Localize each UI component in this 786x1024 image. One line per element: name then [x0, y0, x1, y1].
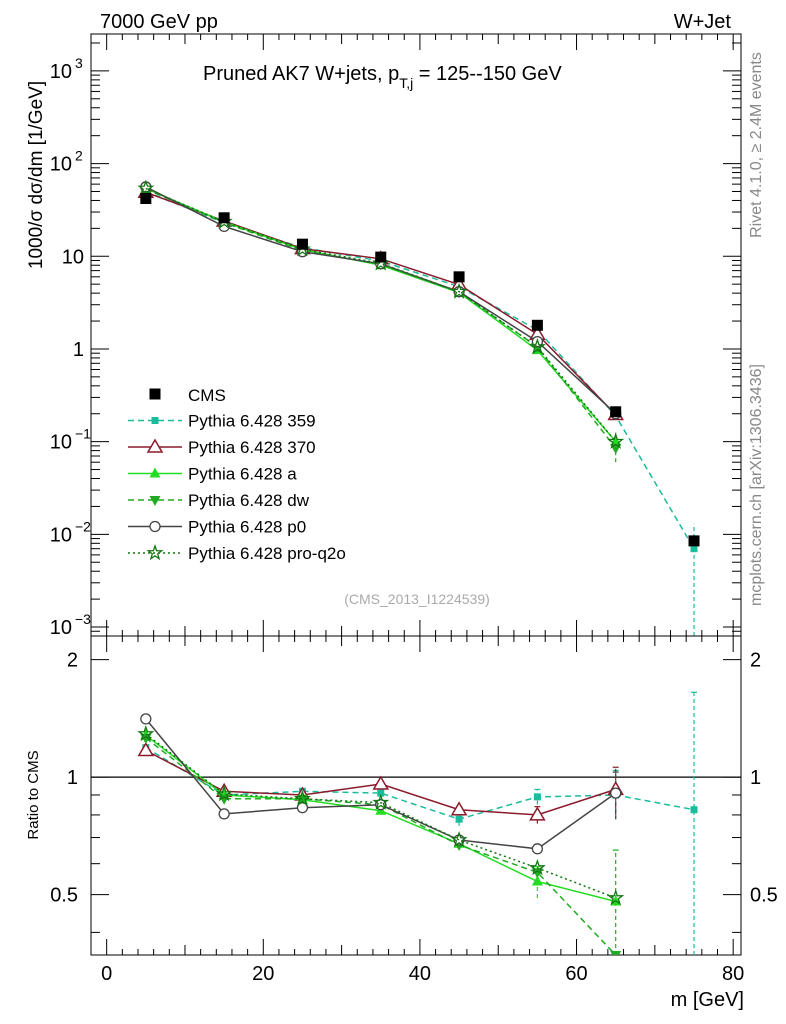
ratio-line-pythia-6-428-a — [145, 734, 616, 903]
ratio-point-pythia-6-428-370 — [137, 742, 155, 757]
legend-marker-pythia-6-428-dw — [149, 496, 161, 506]
y-tick-exponent: 3 — [75, 55, 83, 71]
side-label-mcplots: mcplots.cern.ch [arXiv:1306.3436] — [748, 364, 765, 606]
main-point-pythia-6-428-359 — [690, 545, 698, 553]
ratio-point-pythia-6-428-dw — [610, 951, 622, 955]
legend-label-pythia-6-428-359: Pythia 6.428 359 — [188, 412, 316, 431]
ratio-point-pythia-6-428-pro-q2o — [372, 793, 390, 810]
ratio-point-pythia-6-428-359 — [455, 815, 463, 823]
cms-data-point — [140, 192, 152, 204]
main-point-pythia-6-428-pro-q2o — [137, 179, 155, 196]
main-y-axis-label: 1000/σ dσ/dm [1/GeV] — [26, 81, 47, 269]
ratio-point-pythia-6-428-a — [531, 875, 543, 886]
legend-marker-pythia-6-428-p0 — [149, 520, 161, 533]
y-tick-label: 10 — [62, 246, 84, 268]
main-line-pythia-6-428-370 — [145, 191, 617, 416]
ratio-point-pythia-6-428-pro-q2o — [215, 785, 233, 802]
x-axis-label: m [GeV] — [671, 989, 744, 1011]
ratio-series-group — [137, 691, 698, 955]
y-tick-label: 10 — [50, 432, 72, 454]
x-tick-label: 20 — [252, 963, 274, 985]
ratio-frame — [90, 635, 742, 956]
ratio-y-tick-label-right: 0.5 — [750, 885, 778, 907]
y-tick-exponent: −3 — [75, 611, 91, 627]
ratio-point-pythia-6-428-p0 — [296, 802, 309, 814]
legend-label-pythia-6-428-370: Pythia 6.428 370 — [188, 438, 316, 457]
legend-label-pythia-6-428-dw: Pythia 6.428 dw — [188, 491, 310, 510]
header-process-label: W+Jet — [674, 11, 732, 33]
cms-data-point — [453, 271, 465, 283]
ratio-point-pythia-6-428-p0 — [531, 843, 544, 855]
y-tick-label: 10 — [50, 61, 72, 83]
x-tick-label: 40 — [409, 963, 431, 985]
legend-marker-pythia-6-428-370 — [146, 438, 164, 453]
ratio-point-pythia-6-428-pro-q2o — [137, 725, 155, 742]
ratio-point-pythia-6-428-pro-q2o — [607, 888, 625, 906]
main-point-pythia-6-428-pro-q2o — [450, 282, 468, 299]
y-tick-exponent: 2 — [75, 148, 83, 164]
ratio-panel: 0 20 40 60 80 2 2 1 1 0.5 0.5 — [50, 635, 778, 985]
ratio-point-pythia-6-428-370 — [372, 775, 390, 790]
ratio-y-axis-label: Ratio to CMS — [25, 750, 42, 839]
y-tick-exponent: −2 — [75, 518, 91, 534]
ratio-point-pythia-6-428-359 — [690, 806, 698, 814]
ratio-point-pythia-6-428-p0 — [610, 787, 622, 799]
ratio-point-pythia-6-428-359 — [377, 789, 385, 797]
ratio-line-pythia-6-428-pro-q2o — [145, 733, 616, 899]
ratio-point-pythia-6-428-pro-q2o — [528, 859, 546, 876]
legend-label-pythia-6-428-a: Pythia 6.428 a — [188, 465, 297, 484]
ratio-point-pythia-6-428-pro-q2o — [293, 789, 311, 806]
y-tick-label: 10 — [50, 524, 72, 546]
legend-label-cms: CMS — [188, 386, 226, 405]
main-line-pythia-6-428-dw — [145, 188, 617, 449]
legend-label-pythia-6-428-pro-q2o: Pythia 6.428 pro-q2o — [188, 544, 346, 563]
cms-data-point — [688, 535, 700, 547]
main-series-group — [137, 179, 700, 636]
ratio-y-tick-label: 1 — [67, 767, 78, 789]
analysis-watermark: (CMS_2013_I1224539) — [344, 591, 490, 607]
y-tick-label: 1 — [73, 339, 84, 361]
ratio-line-pythia-6-428-359 — [145, 746, 695, 820]
legend-marker-pythia-6-428-359 — [151, 417, 159, 424]
cms-data-point — [531, 319, 543, 331]
ratio-point-pythia-6-428-p0 — [218, 808, 230, 820]
plot-title: Pruned AK7 W+jets, pT,j = 125--150 GeV — [203, 63, 562, 91]
side-label-rivet: Rivet 4.1.0, ≥ 2.4M events — [748, 52, 765, 238]
legend-marker-cms — [149, 388, 161, 400]
cms-data-point — [610, 406, 622, 418]
cms-data-point — [296, 238, 308, 250]
x-tick-label: 80 — [722, 963, 744, 985]
ratio-point-pythia-6-428-pro-q2o — [450, 831, 468, 848]
main-point-pythia-6-428-pro-q2o — [528, 338, 546, 355]
legend-marker-pythia-6-428-pro-q2o — [146, 543, 164, 561]
ratio-line-pythia-6-428-dw — [145, 737, 617, 955]
x-tick-label: 60 — [565, 963, 587, 985]
legend-label-pythia-6-428-p0: Pythia 6.428 p0 — [188, 518, 306, 537]
ratio-point-pythia-6-428-dw — [296, 794, 308, 805]
ratio-point-pythia-6-428-p0 — [140, 713, 152, 725]
cms-data-point — [218, 212, 230, 224]
ratio-y-tick-label-right: 1 — [750, 767, 761, 789]
y-tick-label: 10 — [50, 617, 72, 639]
cms-data-point — [375, 251, 387, 263]
ratio-y-tick-label: 0.5 — [50, 885, 78, 907]
ratio-y-tick-label: 2 — [67, 650, 78, 672]
x-tick-label: 0 — [101, 963, 112, 985]
main-point-pythia-6-428-pro-q2o — [607, 432, 625, 449]
ratio-point-pythia-6-428-370 — [450, 801, 468, 816]
ratio-point-pythia-6-428-370 — [529, 806, 546, 821]
y-tick-exponent: −1 — [75, 426, 91, 442]
header-energy-label: 7000 GeV pp — [100, 11, 218, 33]
legend: CMS Pythia 6.428 359 Pythia 6.428 370 Pythi… — [128, 386, 346, 563]
ratio-y-tick-label-right: 2 — [750, 650, 761, 672]
y-tick-label: 10 — [50, 154, 72, 176]
ratio-point-pythia-6-428-359 — [533, 793, 541, 801]
main-line-pythia-6-428-p0 — [145, 186, 617, 415]
legend-marker-pythia-6-428-a — [149, 467, 161, 478]
